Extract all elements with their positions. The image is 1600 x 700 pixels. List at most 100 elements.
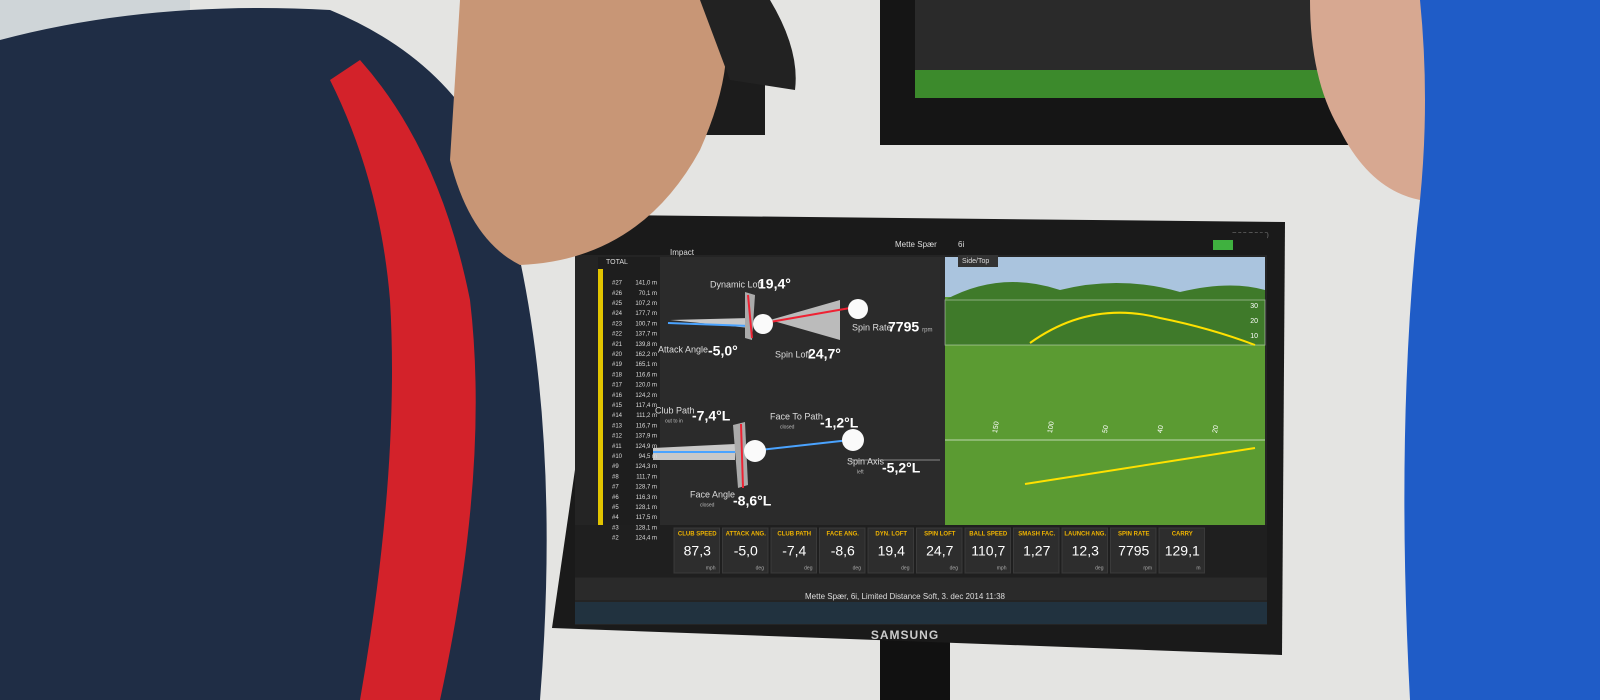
shot-id: #15: [612, 403, 623, 409]
shot-distance: 70,1 m: [639, 291, 657, 297]
user: Mette Spær: [895, 240, 937, 249]
head: [450, 0, 727, 265]
line: [740, 423, 744, 489]
line: [667, 322, 751, 327]
impact-value: -5,2°L: [882, 460, 921, 476]
shot-distance: 116,6 m: [636, 372, 657, 378]
metric-value: 1,27: [1023, 543, 1050, 559]
shot-id: #22: [612, 332, 623, 338]
shot-distance: 111,2 m: [636, 413, 657, 419]
impact-label: Spin Rate: [852, 322, 892, 332]
impact-label: Face To Path: [770, 411, 823, 421]
impact-value: 24,7°: [808, 346, 841, 362]
height-label: 10: [1250, 333, 1258, 340]
shot-distance: 117,4 m: [636, 403, 657, 409]
metric-value: 12,3: [1072, 543, 1099, 559]
metric-unit: m: [1196, 565, 1200, 571]
metric-label: LAUNCH ANG.: [1064, 532, 1106, 538]
shot-distance: 117,5 m: [636, 515, 657, 521]
shot-distance: 128,7 m: [635, 485, 657, 491]
shot-id: #5: [612, 505, 619, 511]
impact-value: 7795: [888, 319, 919, 335]
metric-label: SPIN LOFT: [924, 532, 956, 538]
metric-box: [819, 527, 866, 574]
trajectory-view: Side/Top: [944, 255, 1266, 545]
trajectory-side: [1029, 311, 1256, 346]
shot-id: #20: [612, 352, 623, 358]
cap: [700, 0, 796, 90]
range-label: 50: [1102, 425, 1110, 434]
range-label: 100: [1047, 421, 1056, 434]
height-label: 20: [1250, 318, 1258, 325]
impact-label: Spin Loft: [775, 349, 811, 359]
shot-distance: 120,0 m: [635, 383, 657, 389]
impact-label: Dynamic Loft: [710, 279, 763, 289]
shot-distance: 141,0 m: [635, 281, 657, 287]
face: [1310, 0, 1434, 200]
impact-panel: [660, 257, 945, 525]
metric-value: 19,4: [878, 543, 905, 559]
shot-id: #14: [612, 413, 623, 419]
metric-box: [1061, 527, 1108, 574]
line: [769, 307, 851, 323]
metric-label: SPIN RATE: [1118, 532, 1150, 538]
shot-distance: 124,4 m: [635, 536, 657, 542]
shot-distance: 116,7 m: [636, 423, 657, 429]
shot-id: #6: [612, 495, 619, 501]
shot-distance: 124,3 m: [635, 464, 657, 470]
impact-value: -1,2°L: [820, 415, 859, 431]
impact-value: -5,0°: [708, 343, 738, 359]
metric-unit: deg: [853, 565, 862, 571]
metric-box: [673, 527, 720, 574]
jacket-stripe: [330, 60, 476, 700]
impact-note: closed: [780, 424, 795, 430]
trajectory-top: [1024, 447, 1256, 485]
shot-id: #17: [612, 383, 623, 389]
shot-id: #2: [612, 536, 619, 542]
height-label: 30: [1250, 303, 1258, 310]
shot-id: #10: [612, 454, 623, 460]
metric-unit: deg: [1095, 565, 1104, 571]
range-label: 150: [992, 421, 1001, 434]
shot-id: #3: [612, 525, 619, 531]
metric-box: [1013, 527, 1060, 574]
metric-label: FACE ANG.: [827, 532, 860, 538]
metric-unit: deg: [804, 565, 813, 571]
shape: [770, 300, 840, 340]
photo-grass: [915, 70, 1340, 98]
club-diagram: [653, 292, 940, 489]
range-label: 40: [1157, 425, 1165, 434]
metric-label: CARRY: [1172, 532, 1193, 538]
metric-box: [867, 527, 914, 574]
impact-label: Spin Axis: [847, 456, 885, 466]
metric-value: 87,3: [684, 543, 711, 559]
shot-id: #13: [612, 423, 623, 429]
monitor-stand: [880, 640, 950, 700]
club: 6i: [958, 240, 964, 249]
shot-distance: 177,7 m: [635, 311, 657, 317]
shot-distance: 162,2 m: [635, 352, 657, 358]
metric-label: CLUB PATH: [777, 532, 811, 538]
impact-label: Attack Angle: [658, 344, 708, 354]
metric-value: 129,1: [1165, 543, 1200, 559]
shot-id: #7: [612, 485, 619, 491]
view-select[interactable]: [958, 255, 998, 267]
shot-id: #11: [612, 444, 622, 450]
metric-unit: mph: [997, 565, 1007, 571]
metric-value: 24,7: [926, 543, 953, 559]
ball: [842, 429, 864, 451]
shot-id: #23: [612, 321, 623, 327]
shot-id: #21: [612, 342, 623, 348]
metric-label: BALL SPEED: [969, 532, 1008, 538]
line: [759, 439, 851, 451]
metric-box: [1110, 527, 1157, 574]
shot-id: #12: [612, 434, 623, 440]
metric-value: 7795: [1118, 543, 1149, 559]
ball: [744, 440, 766, 462]
top-bar: [575, 233, 1267, 255]
ball: [848, 299, 868, 319]
status-bar: [575, 578, 1267, 600]
shot-id: #8: [612, 474, 619, 480]
shot-distance: 107,2 m: [635, 301, 657, 307]
